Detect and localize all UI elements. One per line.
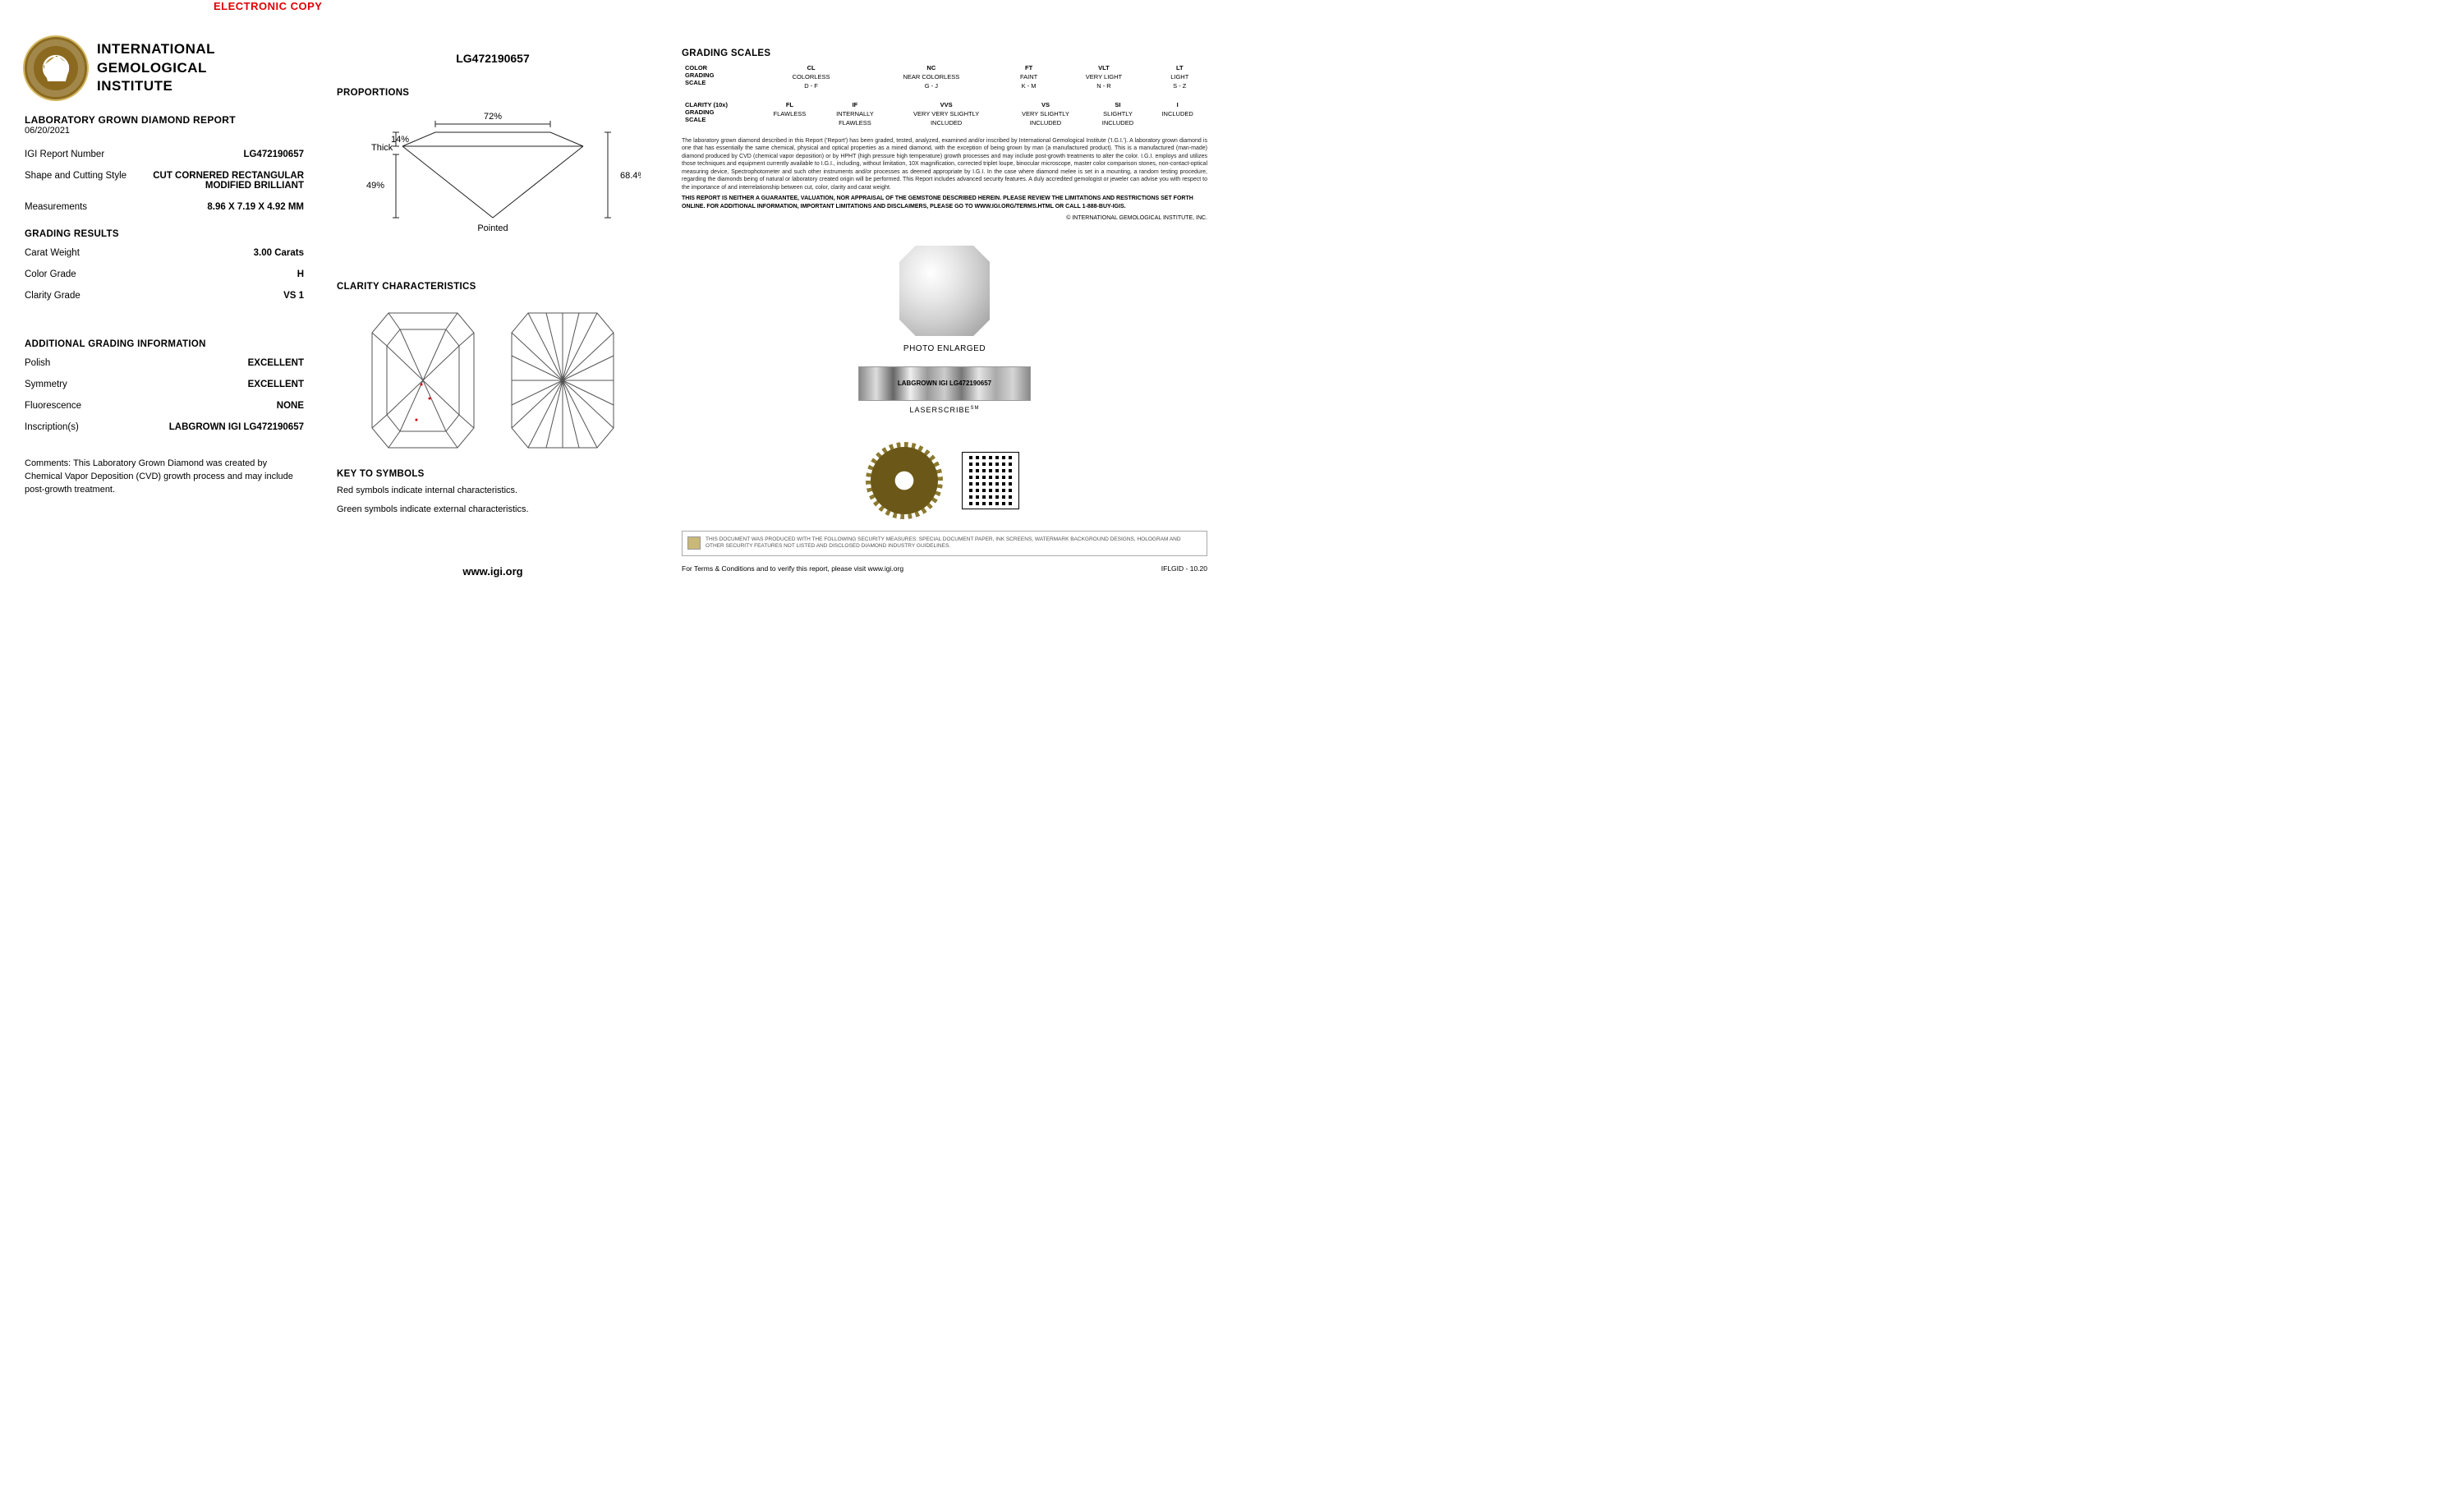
diamond-photo (899, 246, 990, 336)
disclaimer-bold: THIS REPORT IS NEITHER A GUARANTEE, VALU… (682, 195, 1207, 210)
clarity-heading: CLARITY CHARACTERISTICS (337, 282, 649, 292)
value: EXCELLENT (248, 380, 304, 389)
value: H (297, 269, 304, 279)
org-line: GEMOLOGICAL (97, 59, 215, 78)
laser-text: LASERSCRIBE (909, 406, 970, 414)
table-pct: 72% (484, 112, 502, 122)
value: EXCELLENT (248, 358, 304, 368)
seal-qr-block (682, 447, 1207, 514)
row-inscription: Inscription(s) LABGROWN IGI LG472190657 (25, 417, 304, 438)
label: Color Grade (25, 269, 76, 279)
key-heading: KEY TO SYMBOLS (337, 469, 649, 479)
label: Measurements (25, 202, 87, 212)
label: Clarity Grade (25, 291, 80, 301)
clarity-diagrams (337, 306, 649, 454)
security-note: THIS DOCUMENT WAS PRODUCED WITH THE FOLL… (682, 531, 1207, 556)
girdle-label: Thick (371, 143, 393, 153)
row-polish: Polish EXCELLENT (25, 352, 304, 374)
photo-label: PHOTO ENLARGED (682, 344, 1207, 353)
crown-pct: 14% (391, 135, 409, 145)
proportions-heading: PROPORTIONS (337, 88, 649, 98)
row-clarity: Clarity Grade VS 1 (25, 285, 304, 306)
row-shape: Shape and Cutting Style CUT CORNERED REC… (25, 165, 304, 196)
disclaimer-text: The laboratory grown diamond described i… (682, 137, 1207, 191)
report-date: 06/20/2021 (25, 126, 304, 136)
pavilion-pct: 49% (366, 181, 384, 191)
copyright: © INTERNATIONAL GEMOLOGICAL INSTITUTE, I… (682, 215, 1207, 221)
value: LABGROWN IGI LG472190657 (169, 422, 304, 432)
row-color: Color Grade H (25, 264, 304, 285)
key-red: Red symbols indicate internal characteri… (337, 484, 649, 498)
report-title: LABORATORY GROWN DIAMOND REPORT (25, 114, 304, 126)
hologram-seal-icon (871, 447, 938, 514)
footer: For Terms & Conditions and to verify thi… (682, 564, 1207, 573)
report-page: INTERNATIONAL GEMOLOGICAL INSTITUTE LABO… (0, 21, 1232, 594)
row-fluorescence: Fluorescence NONE (25, 395, 304, 417)
label: Polish (25, 358, 50, 368)
row-carat: Carat Weight 3.00 Carats (25, 242, 304, 264)
label: Symmetry (25, 380, 67, 389)
website: www.igi.org (337, 565, 649, 578)
label: Carat Weight (25, 248, 80, 258)
qr-code-icon (963, 453, 1018, 509)
org-line: INTERNATIONAL (97, 40, 215, 59)
row-measurements: Measurements 8.96 X 7.19 X 4.92 MM (25, 196, 304, 218)
laser-sm: SM (971, 406, 980, 411)
value: VS 1 (283, 291, 304, 301)
footer-terms: For Terms & Conditions and to verify thi… (682, 564, 903, 573)
value: CUT CORNERED RECTANGULAR MODIFIED BRILLI… (140, 171, 304, 191)
comments: Comments: This Laboratory Grown Diamond … (25, 458, 304, 497)
scales-block: COLORGRADINGSCALECLNCFTVLTLTCOLORLESSNEA… (682, 63, 1207, 127)
laserscribe-strip: LABGROWN IGI LG472190657 (858, 366, 1031, 401)
left-column: INTERNATIONAL GEMOLOGICAL INSTITUTE LABO… (25, 37, 304, 578)
value: LG472190657 (243, 150, 304, 159)
scales-heading: GRADING SCALES (682, 48, 1207, 58)
laserscribe-label: LASERSCRIBESM (682, 406, 1207, 414)
org-name: INTERNATIONAL GEMOLOGICAL INSTITUTE (97, 40, 215, 97)
org-line: INSTITUTE (97, 77, 215, 96)
igi-seal-icon (25, 37, 87, 99)
additional-heading: ADDITIONAL GRADING INFORMATION (25, 339, 304, 349)
right-column: GRADING SCALES COLORGRADINGSCALECLNCFTVL… (682, 37, 1207, 578)
row-igi-number: IGI Report Number LG472190657 (25, 144, 304, 165)
grading-results-heading: GRADING RESULTS (25, 229, 304, 239)
label: Shape and Cutting Style (25, 171, 126, 191)
logo-block: INTERNATIONAL GEMOLOGICAL INSTITUTE (25, 37, 304, 99)
proportions-diagram: 72% 14% Thick 49% 68.4% Pointed (345, 109, 641, 241)
label: IGI Report Number (25, 150, 104, 159)
label: Fluorescence (25, 401, 81, 411)
photo-block: PHOTO ENLARGED LABGROWN IGI LG472190657 … (682, 246, 1207, 414)
clarity-scale-table: CLARITY (10x)GRADINGSCALEFLIFVVSVSSIIFLA… (682, 100, 1207, 127)
footer-code: IFLGID - 10.20 (1161, 564, 1207, 573)
culet-label: Pointed (477, 223, 508, 233)
clarity-pavilion-diagram (505, 306, 620, 454)
row-symmetry: Symmetry EXCELLENT (25, 374, 304, 395)
color-scale-table: COLORGRADINGSCALECLNCFTVLTLTCOLORLESSNEA… (682, 63, 1207, 90)
value: 8.96 X 7.19 X 4.92 MM (207, 202, 304, 212)
label: Inscription(s) (25, 422, 79, 432)
value: 3.00 Carats (254, 248, 304, 258)
depth-pct: 68.4% (620, 171, 641, 181)
key-green: Green symbols indicate external characte… (337, 503, 649, 517)
electronic-copy-label: ELECTRONIC COPY (214, 0, 1232, 12)
value: NONE (277, 401, 304, 411)
middle-column: LG472190657 PROPORTIONS (337, 37, 649, 578)
report-number-top: LG472190657 (337, 52, 649, 65)
clarity-crown-diagram (365, 306, 480, 454)
